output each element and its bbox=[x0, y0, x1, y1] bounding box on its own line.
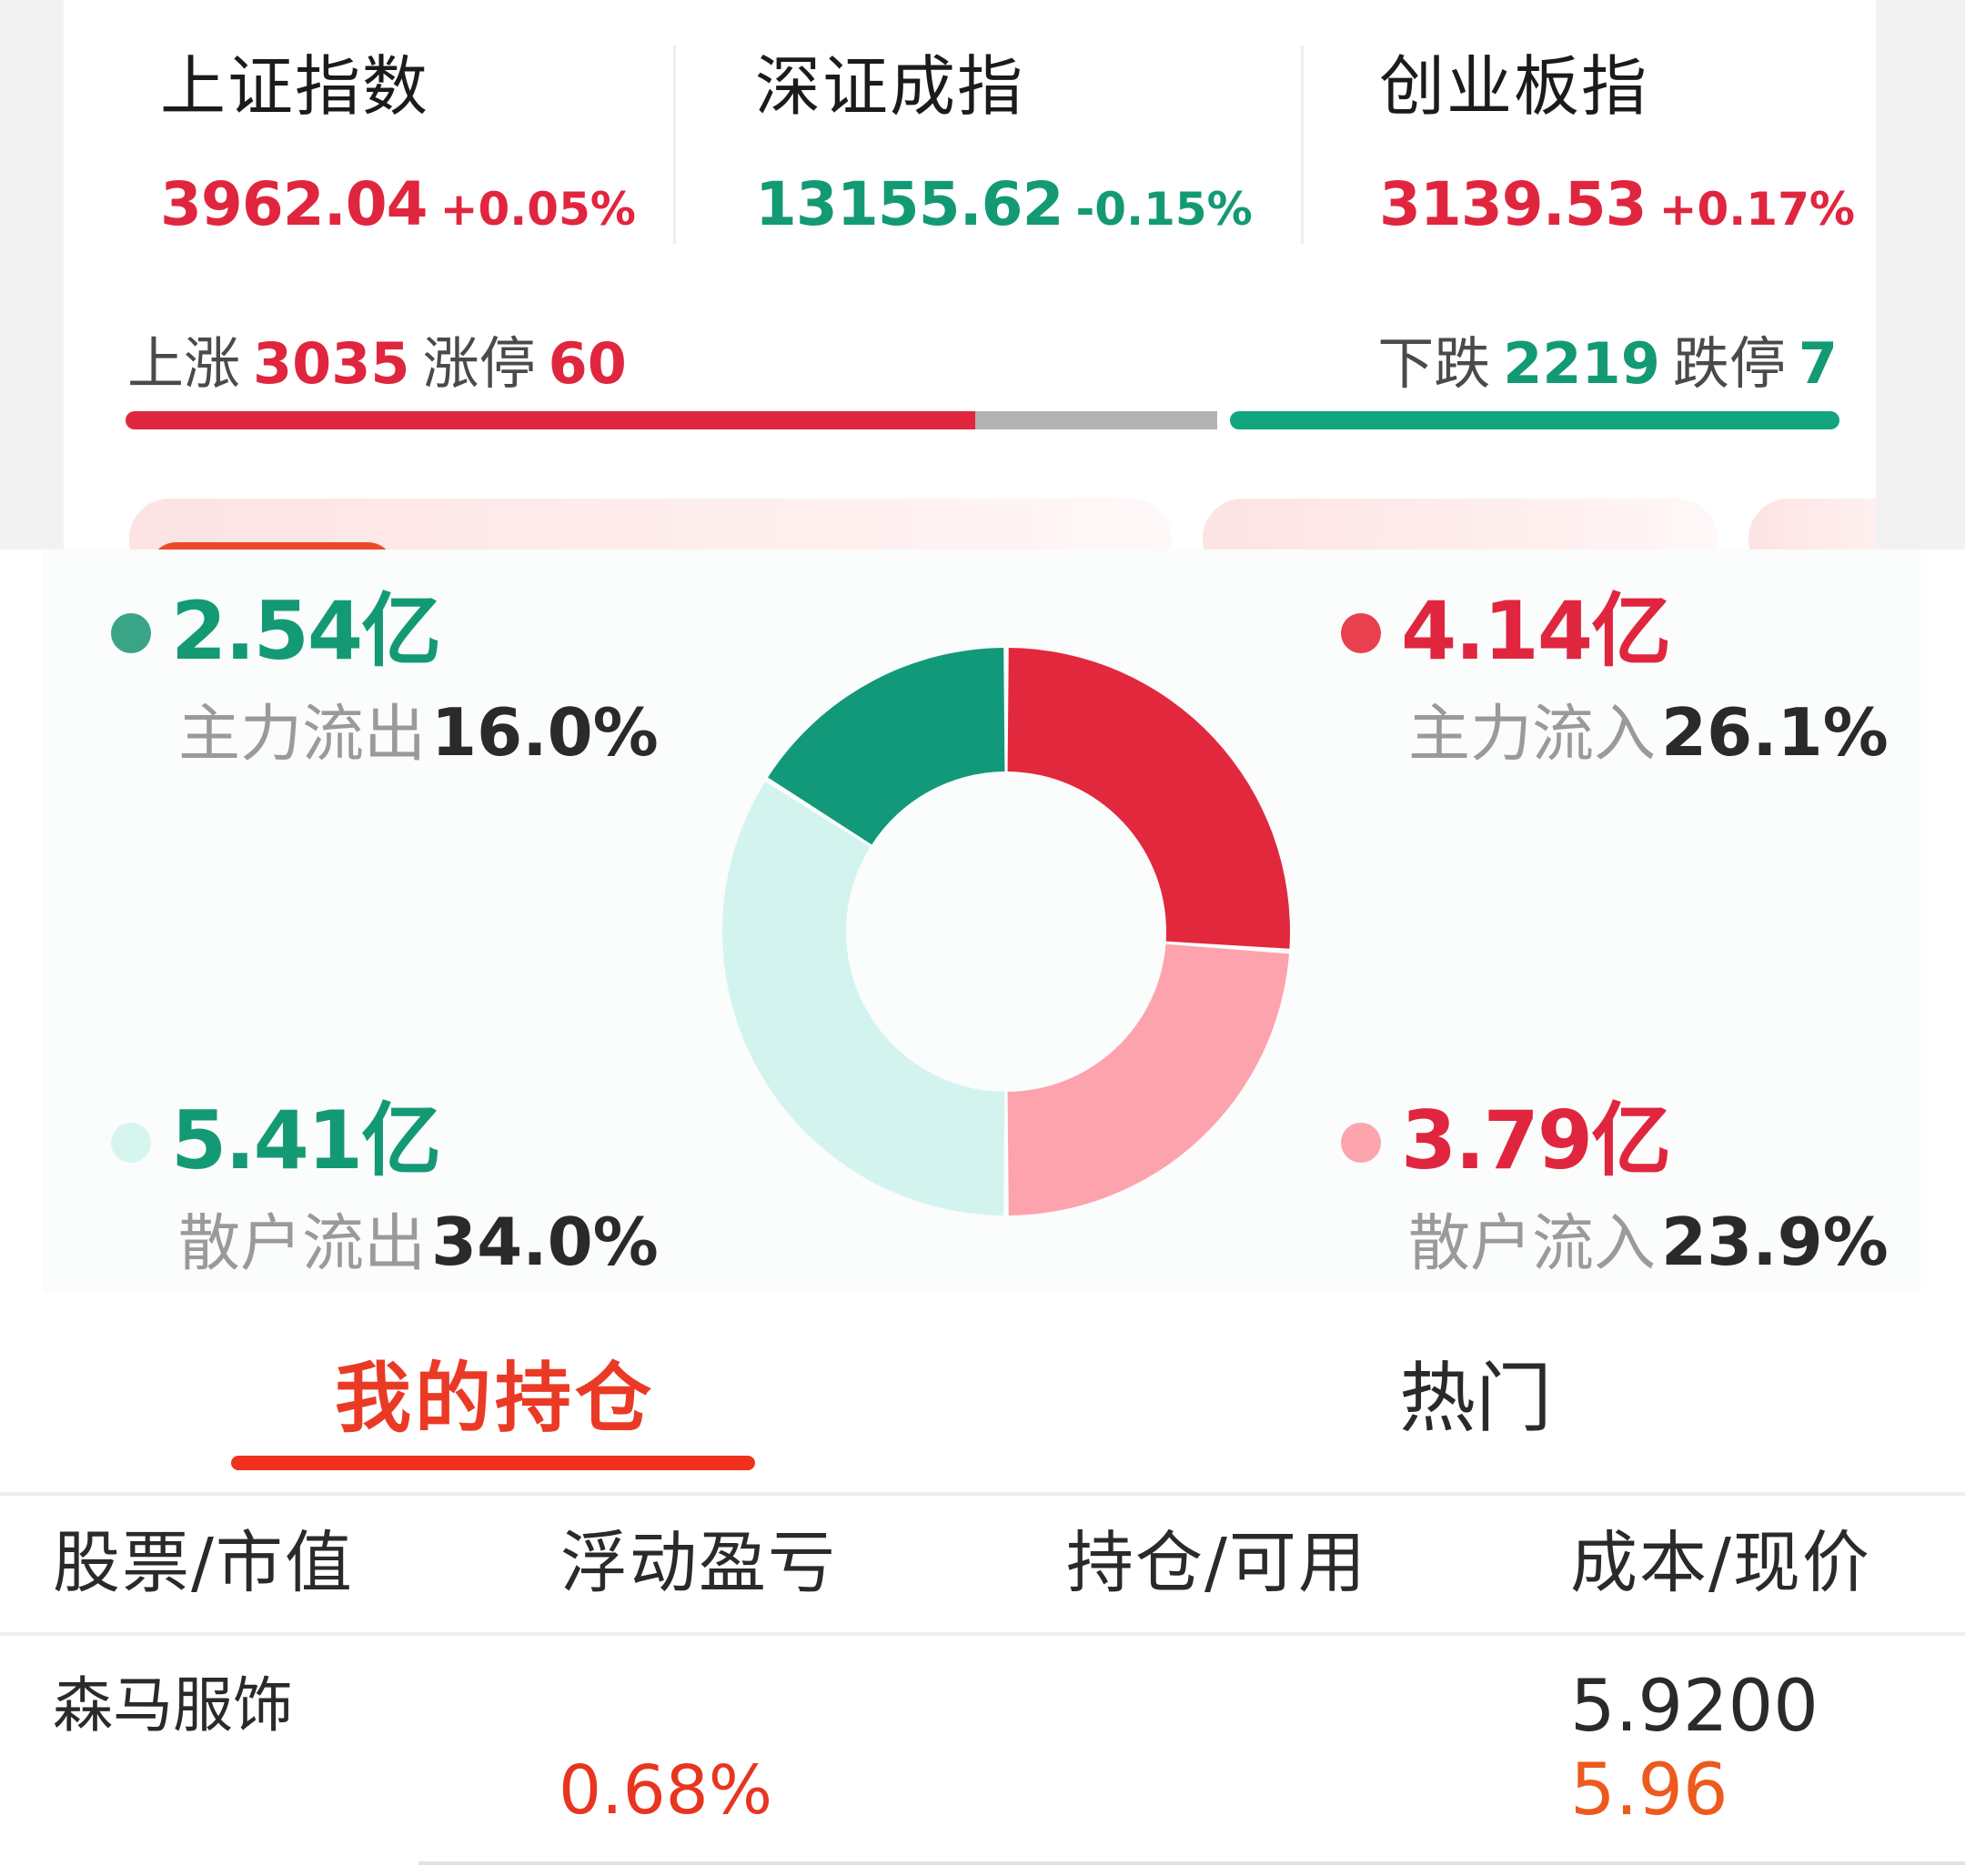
limit-up-label: 涨停 bbox=[422, 330, 536, 397]
retail-out-amount: 5.41亿 bbox=[171, 1094, 441, 1187]
index-change: +0.17% bbox=[1658, 183, 1855, 236]
index-chinext[interactable]: 创业板指 3139.53 +0.17% bbox=[1379, 41, 1876, 257]
active-tab-indicator bbox=[231, 1456, 755, 1470]
slice-main-inflow bbox=[1007, 648, 1290, 949]
advance-stats: 上涨 3035 涨停 60 bbox=[127, 328, 640, 400]
retail-out-dot bbox=[111, 1123, 151, 1163]
index-divider bbox=[673, 45, 676, 244]
main-in-amount: 4.14亿 bbox=[1401, 584, 1671, 678]
stock-name: 森马服饰 bbox=[53, 1670, 293, 1740]
decline-label: 下跌 bbox=[1377, 330, 1491, 397]
main-in-pct: 26.1% bbox=[1661, 694, 1889, 771]
header-floating-pnl[interactable]: 浮动盈亏 bbox=[560, 1524, 837, 1602]
retail-out-pct: 34.0% bbox=[431, 1204, 659, 1280]
main-in-text: 主力流入 bbox=[1408, 699, 1657, 771]
limit-down-count: 7 bbox=[1798, 330, 1838, 397]
tab-my-holdings[interactable]: 我的持仓 bbox=[335, 1354, 656, 1443]
main-out-amount: 2.54亿 bbox=[171, 584, 441, 678]
main-out-label: 主力流出16.0% bbox=[178, 691, 659, 776]
retail-out-text: 散户流出 bbox=[178, 1208, 427, 1280]
tab-bar: 我的持仓 热门 bbox=[0, 1294, 1965, 1494]
main-in-dot bbox=[1341, 613, 1381, 653]
fund-flow-donut-chart bbox=[722, 648, 1290, 1215]
index-name: 创业板指 bbox=[1379, 48, 1649, 125]
advance-label: 上涨 bbox=[127, 330, 241, 397]
decline-count: 2219 bbox=[1503, 330, 1660, 397]
row-divider bbox=[418, 1861, 1965, 1865]
index-change: +0.05% bbox=[439, 183, 636, 236]
advance-count: 3035 bbox=[253, 330, 410, 397]
retail-in-text: 散户流入 bbox=[1408, 1208, 1657, 1280]
index-shanghai[interactable]: 上证指数 3962.04 +0.05% bbox=[160, 41, 742, 257]
main-in-label: 主力流入26.1% bbox=[1408, 691, 1889, 776]
advance-bar bbox=[126, 411, 1028, 429]
header-cost-price[interactable]: 成本/现价 bbox=[1570, 1524, 1871, 1602]
sector-pill[interactable] bbox=[129, 499, 1172, 550]
floating-pnl-percent: 0.68% bbox=[559, 1751, 773, 1830]
header-position-available[interactable]: 持仓/可用 bbox=[1066, 1524, 1367, 1602]
main-out-text: 主力流出 bbox=[178, 699, 427, 771]
retail-in-label: 散户流入23.9% bbox=[1408, 1201, 1889, 1286]
main-out-pct: 16.0% bbox=[431, 694, 659, 771]
retail-in-dot bbox=[1341, 1123, 1381, 1163]
slice-retail-outflow bbox=[722, 782, 1005, 1215]
retail-in-amount: 3.79亿 bbox=[1401, 1094, 1671, 1187]
current-price: 5.96 bbox=[1570, 1750, 1728, 1831]
limit-up-count: 60 bbox=[548, 330, 627, 397]
index-value: 3139.53 bbox=[1379, 169, 1648, 239]
divider bbox=[0, 1492, 1965, 1496]
slice-main-outflow bbox=[768, 648, 1005, 845]
limit-down-label: 跌停 bbox=[1672, 330, 1786, 397]
index-value: 13155.62 bbox=[755, 169, 1064, 239]
header-stock-market-value[interactable]: 股票/市值 bbox=[53, 1524, 354, 1602]
index-change: -0.15% bbox=[1075, 183, 1253, 236]
main-out-dot bbox=[111, 613, 151, 653]
sector-tag bbox=[149, 542, 395, 550]
index-divider bbox=[1301, 45, 1304, 244]
decline-stats: 下跌 2219 跌停 7 bbox=[1377, 328, 1850, 400]
index-value: 3962.04 bbox=[160, 169, 428, 239]
flat-bar bbox=[975, 411, 1217, 429]
tab-hot[interactable]: 热门 bbox=[1399, 1354, 1553, 1443]
fund-flow-panel: 2.54亿 主力流出16.0% 4.14亿 主力流入26.1% 5.41亿 散户… bbox=[42, 550, 1921, 1294]
index-shenzhen[interactable]: 深证成指 13155.62 -0.15% bbox=[755, 41, 1337, 257]
cost-price: 5.9200 bbox=[1570, 1666, 1819, 1748]
decline-bar bbox=[1230, 411, 1839, 429]
sector-pill[interactable] bbox=[1748, 499, 1876, 550]
sector-pill[interactable] bbox=[1203, 499, 1718, 550]
slice-retail-inflow bbox=[1007, 943, 1290, 1215]
divider bbox=[0, 1632, 1965, 1636]
retail-in-pct: 23.9% bbox=[1661, 1204, 1889, 1280]
market-index-card: 上证指数 3962.04 +0.05% 深证成指 13155.62 -0.15% 创… bbox=[64, 0, 1876, 550]
index-name: 深证成指 bbox=[755, 48, 1025, 125]
retail-out-label: 散户流出34.0% bbox=[178, 1201, 659, 1286]
index-name: 上证指数 bbox=[160, 48, 430, 125]
